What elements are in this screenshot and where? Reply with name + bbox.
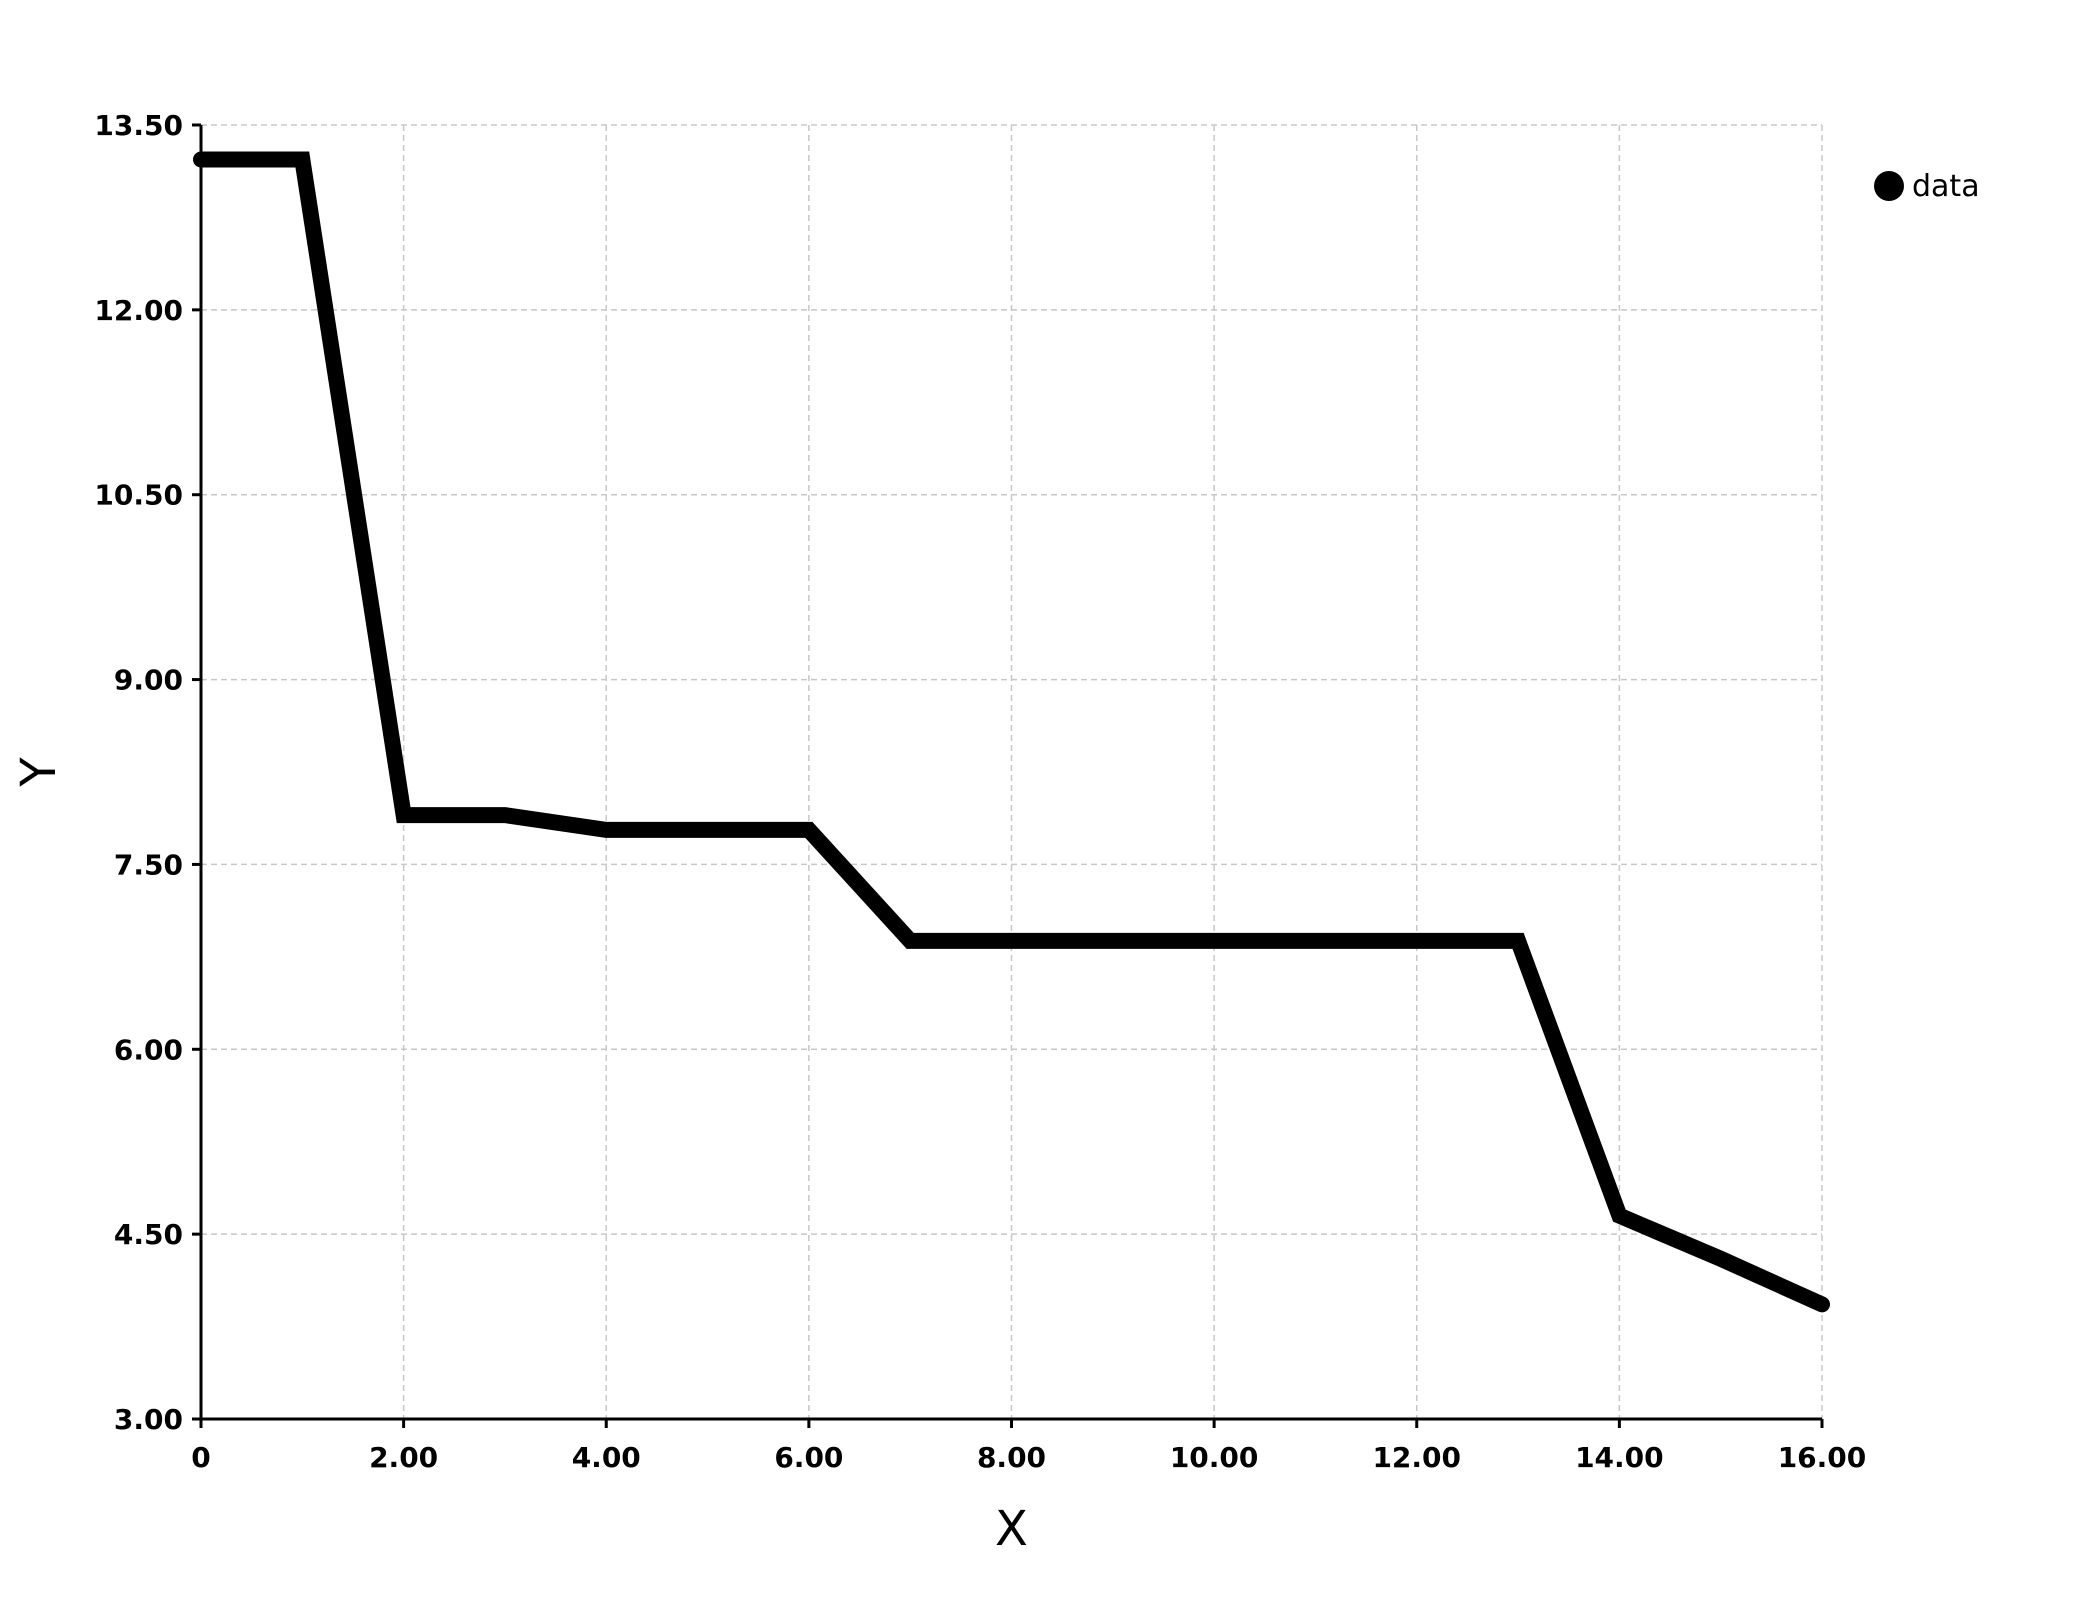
x-ticks: 0 2.00 4.00 6.00 8.00 10.00 12.00 14.00 16.00 xyxy=(191,1419,1866,1474)
x-axis-title: X xyxy=(995,1501,1028,1557)
data-point-0-11 xyxy=(1309,934,1322,947)
data-point-0-0 xyxy=(195,153,207,166)
x-tick-label-2: 4.00 xyxy=(572,1441,641,1474)
data-point-0-5 xyxy=(701,823,714,836)
series-line-0 xyxy=(193,151,1830,1313)
data-point-0-9 xyxy=(1106,934,1119,947)
y-tick-label-7: 13.50 xyxy=(94,109,183,142)
y-tick-label-0: 3.00 xyxy=(114,1403,183,1436)
y-tick-label-2: 6.00 xyxy=(114,1033,183,1066)
data-point-0-8 xyxy=(1005,934,1018,947)
x-tick-label-4: 8.00 xyxy=(977,1441,1046,1474)
y-tick-label-5: 10.50 xyxy=(94,479,183,512)
data-point-0-6 xyxy=(802,823,815,836)
y-tick-label-3: 7.50 xyxy=(114,848,183,881)
data-point-0-14 xyxy=(1613,1209,1626,1222)
legend: data xyxy=(1874,169,1980,204)
grid xyxy=(201,124,1823,1419)
data-point-0-7 xyxy=(904,934,917,947)
x-tick-label-0: 0 xyxy=(191,1441,210,1474)
y-axis-title: Y xyxy=(11,757,67,788)
data-point-0-4 xyxy=(600,823,613,836)
x-tick-label-1: 2.00 xyxy=(369,1441,438,1474)
x-tick-label-3: 6.00 xyxy=(774,1441,843,1474)
x-tick-label-6: 12.00 xyxy=(1372,1441,1461,1474)
y-tick-label-1: 4.50 xyxy=(114,1218,183,1251)
series-layer xyxy=(193,151,1830,1313)
y-ticks: 3.00 4.50 6.00 7.50 9.00 10.50 12.00 13.50 xyxy=(94,109,201,1436)
x-tick-label-8: 16.00 xyxy=(1778,1441,1867,1474)
data-point-0-13 xyxy=(1512,934,1525,947)
data-point-0-3 xyxy=(498,809,511,822)
data-point-0-2 xyxy=(397,809,410,822)
data-point-0-15 xyxy=(1714,1252,1727,1265)
legend-marker xyxy=(1874,171,1904,201)
data-point-0-16 xyxy=(1816,1298,1828,1311)
x-tick-label-7: 14.00 xyxy=(1575,1441,1664,1474)
y-tick-label-4: 9.00 xyxy=(114,664,183,697)
y-tick-label-6: 12.00 xyxy=(94,294,183,327)
data-point-0-1 xyxy=(296,153,309,166)
legend-label: data xyxy=(1912,169,1980,204)
x-tick-label-5: 10.00 xyxy=(1170,1441,1259,1474)
data-point-0-10 xyxy=(1208,934,1221,947)
data-point-0-12 xyxy=(1410,934,1423,947)
